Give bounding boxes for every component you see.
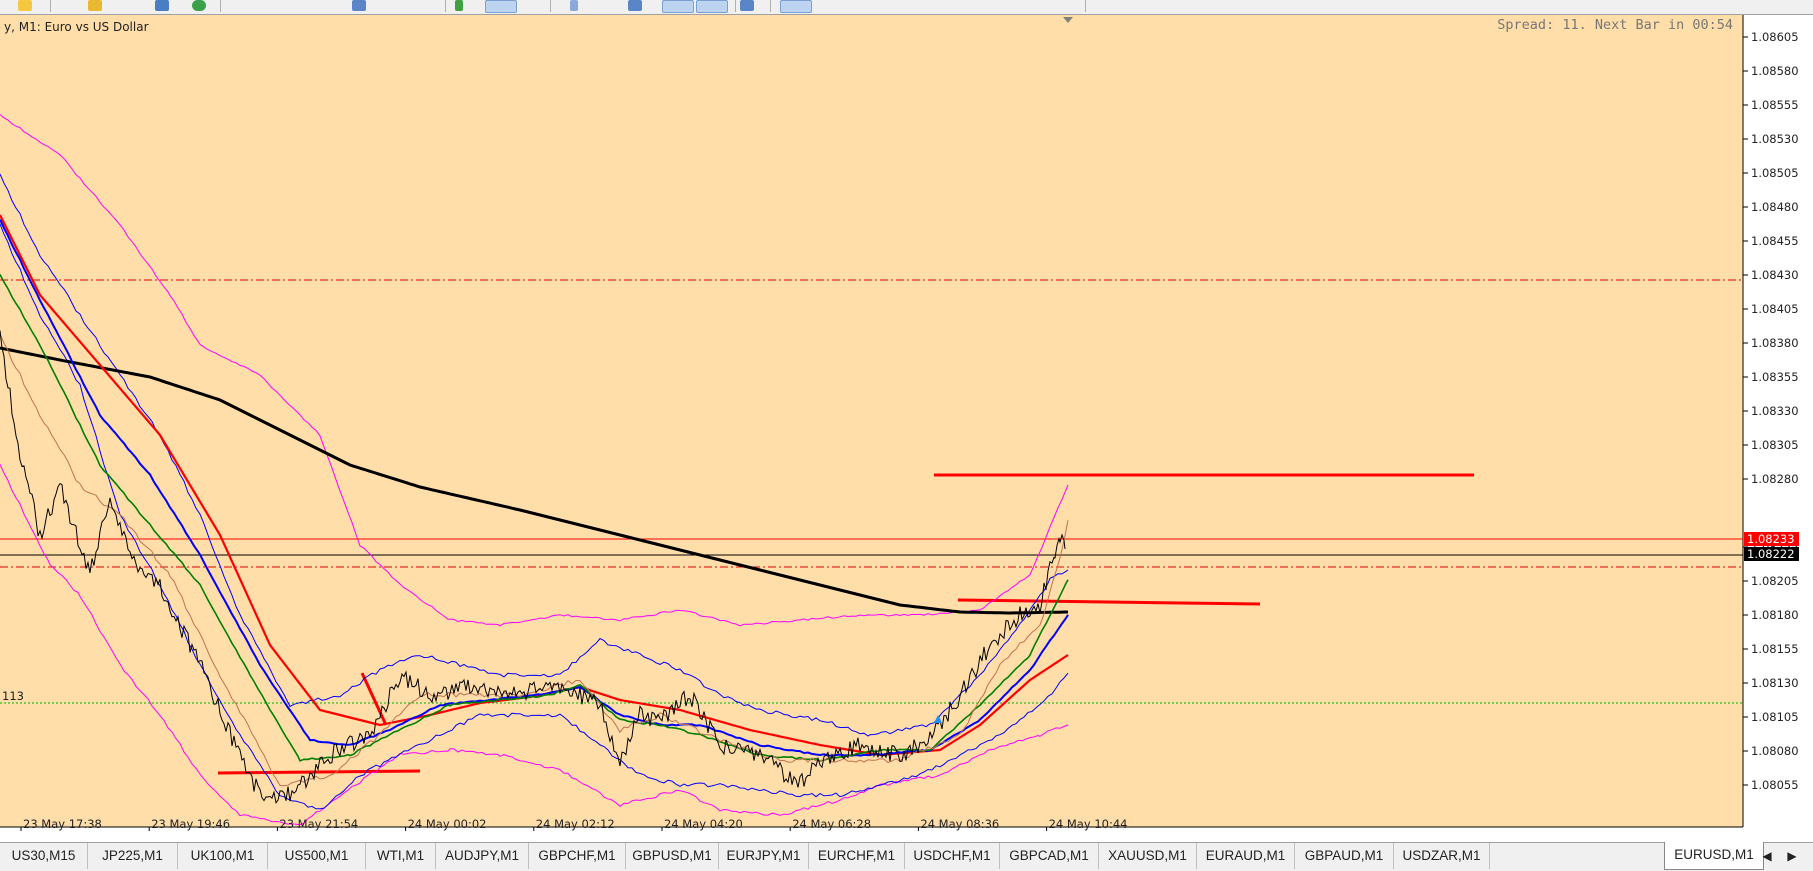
toolbar-separator xyxy=(220,0,221,12)
chart-tab[interactable]: GBPUSD,M1 xyxy=(626,843,719,869)
vertical-line-icon[interactable] xyxy=(696,0,728,13)
star-icon[interactable] xyxy=(88,0,102,11)
price-tick-label: 1.08305 xyxy=(1751,438,1799,452)
toolbar xyxy=(0,0,1813,15)
price-tick-label: 1.08480 xyxy=(1751,200,1799,214)
price-tick-label: 1.08130 xyxy=(1751,676,1799,690)
trend-line[interactable] xyxy=(957,598,1261,606)
ask-price-text: 1.08222 xyxy=(1747,547,1795,561)
chart-tab[interactable]: GBPAUD,M1 xyxy=(1295,843,1394,869)
price-tick-group: 1.08605 1.08580 1.08555 1.08530 1.08505 1.084… xyxy=(1743,30,1799,792)
price-tick-label: 1.08605 xyxy=(1751,30,1799,44)
template-icon[interactable] xyxy=(740,0,754,11)
triangle-right-icon[interactable]: ▶ xyxy=(1787,849,1797,863)
time-axis xyxy=(0,827,1743,842)
toolbar-separator xyxy=(770,0,771,12)
price-tick-label: 1.08530 xyxy=(1751,132,1799,146)
moving-average-green-line xyxy=(0,274,1069,762)
chart-tab[interactable]: EURUSD,M1 xyxy=(1664,842,1764,870)
bands-upper-line xyxy=(0,114,1069,627)
time-tick-label: 24 May 06:28 xyxy=(792,817,871,831)
price-tick-label: 1.08080 xyxy=(1751,744,1799,758)
trend-line[interactable] xyxy=(217,769,421,775)
shift-marker-icon[interactable] xyxy=(1063,17,1073,23)
chart-tab[interactable]: EURAUD,M1 xyxy=(1197,843,1295,869)
chart-background xyxy=(0,15,1743,827)
zoom-icon[interactable] xyxy=(570,0,578,11)
grid-icon[interactable] xyxy=(628,0,642,11)
chart-tab[interactable]: WTI,M1 xyxy=(366,843,436,869)
chart-tab[interactable]: GBPCAD,M1 xyxy=(1000,843,1099,869)
time-tick-label: 23 May 21:54 xyxy=(279,817,358,831)
time-tick-group: 23 May 17:38 23 May 19:46 23 May 21:54 24 M… xyxy=(20,817,1128,831)
chart-window[interactable]: y, M1: Euro vs US Dollar Spread: 11. Nex… xyxy=(0,15,1813,842)
price-tick-label: 1.08205 xyxy=(1751,574,1799,588)
price-line xyxy=(0,330,1066,804)
chart-tab-bar: US30,M15 JP225,M1 UK100,M1 US500,M1 WTI,M1 AU… xyxy=(0,842,1813,871)
chart-title: y, M1: Euro vs US Dollar xyxy=(4,20,149,34)
toolbar-separator xyxy=(735,0,736,12)
chart-tab[interactable]: US500,M1 xyxy=(268,843,366,869)
cursor-icon[interactable] xyxy=(485,0,517,13)
chart-tab[interactable]: GBPCHF,M1 xyxy=(529,843,626,869)
price-tick-label: 1.08405 xyxy=(1751,302,1799,316)
chart-tab[interactable]: USDZAR,M1 xyxy=(1394,843,1490,869)
price-tick-label: 1.08580 xyxy=(1751,64,1799,78)
navigator-icon[interactable] xyxy=(155,0,169,11)
level-label: 113 xyxy=(2,689,24,703)
price-tick-label: 1.08155 xyxy=(1751,642,1799,656)
time-tick-label: 24 May 00:02 xyxy=(408,817,487,831)
price-tick-label: 1.08380 xyxy=(1751,336,1799,350)
chart-tab[interactable]: UK100,M1 xyxy=(178,843,268,869)
bands-lower-line xyxy=(0,464,1069,826)
time-tick-label: 24 May 10:44 xyxy=(1049,817,1128,831)
crosshair-icon[interactable] xyxy=(455,0,463,11)
chart-tab[interactable]: US30,M15 xyxy=(0,843,88,869)
price-tick-label: 1.08555 xyxy=(1751,98,1799,112)
time-tick-label: 23 May 17:38 xyxy=(23,817,102,831)
price-chart[interactable]: y, M1: Euro vs US Dollar Spread: 11. Nex… xyxy=(0,15,1813,842)
price-tick-label: 1.08180 xyxy=(1751,608,1799,622)
toolbar-separator xyxy=(50,0,51,12)
moving-average-blue-line xyxy=(0,219,1069,757)
price-axis xyxy=(1743,15,1813,842)
time-tick-label: 24 May 04:20 xyxy=(664,817,743,831)
price-tick-label: 1.08355 xyxy=(1751,370,1799,384)
chart-mode-icon[interactable] xyxy=(352,0,366,11)
price-tick-label: 1.08105 xyxy=(1751,710,1799,724)
toolbar-separator xyxy=(550,0,551,12)
bid-price-badge xyxy=(1744,532,1799,546)
fast-moving-average-line xyxy=(0,333,1069,787)
triangle-left-icon[interactable]: ◀ xyxy=(1762,849,1772,863)
buy-arrow-icon[interactable] xyxy=(934,715,942,723)
chart-tab[interactable]: JP225,M1 xyxy=(88,843,178,869)
toolbar-separator xyxy=(1085,0,1086,12)
price-tick-label: 1.08505 xyxy=(1751,166,1799,180)
bid-price-text: 1.08233 xyxy=(1747,532,1795,546)
time-tick-label: 24 May 08:36 xyxy=(920,817,999,831)
price-tick-label: 1.08455 xyxy=(1751,234,1799,248)
time-tick-label: 24 May 02:12 xyxy=(536,817,615,831)
folder-icon[interactable] xyxy=(18,0,32,11)
price-tick-label: 1.08430 xyxy=(1751,268,1799,282)
period-icon[interactable] xyxy=(780,0,812,13)
inner-band-lower-line xyxy=(0,223,1069,810)
chart-tab[interactable]: AUDJPY,M1 xyxy=(436,843,529,869)
chart-tab[interactable]: USDCHF,M1 xyxy=(905,843,1000,869)
price-tick-label: 1.08055 xyxy=(1751,778,1799,792)
toolbar-separator xyxy=(445,0,446,12)
chart-tab[interactable]: EURJPY,M1 xyxy=(719,843,809,869)
horizontal-line-icon[interactable] xyxy=(662,0,694,13)
chart-tab[interactable]: XAUUSD,M1 xyxy=(1099,843,1197,869)
spread-info: Spread: 11. Next Bar in 00:54 xyxy=(1497,17,1733,33)
ask-price-badge xyxy=(1744,547,1799,561)
time-tick-label: 23 May 19:46 xyxy=(151,817,230,831)
price-tick-label: 1.08280 xyxy=(1751,472,1799,486)
chart-tab[interactable]: EURCHF,M1 xyxy=(809,843,905,869)
inner-band-upper-line xyxy=(0,173,1069,737)
refresh-icon[interactable] xyxy=(192,0,206,11)
price-tick-label: 1.08330 xyxy=(1751,404,1799,418)
trend-line[interactable] xyxy=(360,672,388,726)
slow-moving-average-line xyxy=(0,346,1068,615)
